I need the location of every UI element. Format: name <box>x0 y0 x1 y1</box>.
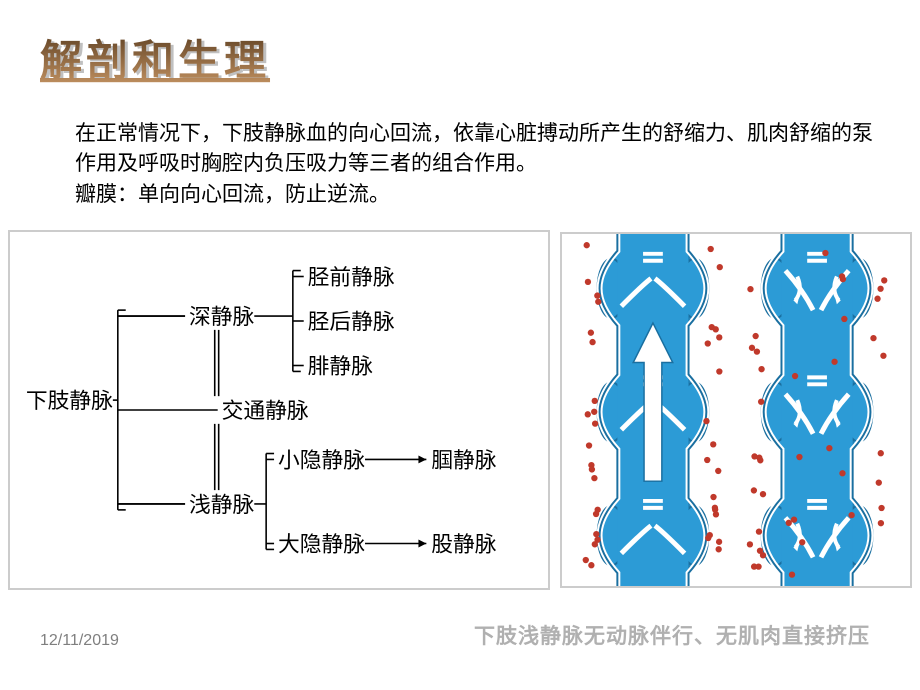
svg-text:解剖和生理: 解剖和生理 <box>40 38 270 85</box>
svg-text:腘静脉: 腘静脉 <box>431 448 496 472</box>
svg-text:交通静脉: 交通静脉 <box>222 399 309 423</box>
intro-paragraph: 在正常情况下，下肢静脉血的向心回流，依靠心脏搏动所产生的舒缩力、肌肉舒缩的泵作用… <box>75 118 875 209</box>
footer-note: 下肢浅静脉无动脉伴行、无肌肉直接挤压 <box>474 620 870 650</box>
svg-text:下肢静脉: 下肢静脉 <box>26 389 113 413</box>
valve-illustration <box>560 232 912 588</box>
svg-text:股静脉: 股静脉 <box>431 532 496 556</box>
svg-text:深静脉: 深静脉 <box>189 305 254 329</box>
svg-text:胫前静脉: 胫前静脉 <box>308 265 395 289</box>
svg-text:胫后静脉: 胫后静脉 <box>308 310 395 334</box>
page-title: 解剖和生理 解剖和生理 <box>40 35 340 116</box>
svg-text:腓静脉: 腓静脉 <box>308 354 373 378</box>
vein-tree-diagram: 下肢静脉 深静脉交通静脉浅静脉 胫前静脉胫后静脉腓静脉小隐静脉大隐静脉 腘静脉股静脉 <box>8 230 550 590</box>
svg-text:小隐静脉: 小隐静脉 <box>278 448 365 472</box>
svg-text:浅静脉: 浅静脉 <box>189 493 254 517</box>
slide-date: 12/11/2019 <box>40 632 119 650</box>
svg-text:大隐静脉: 大隐静脉 <box>278 532 365 556</box>
